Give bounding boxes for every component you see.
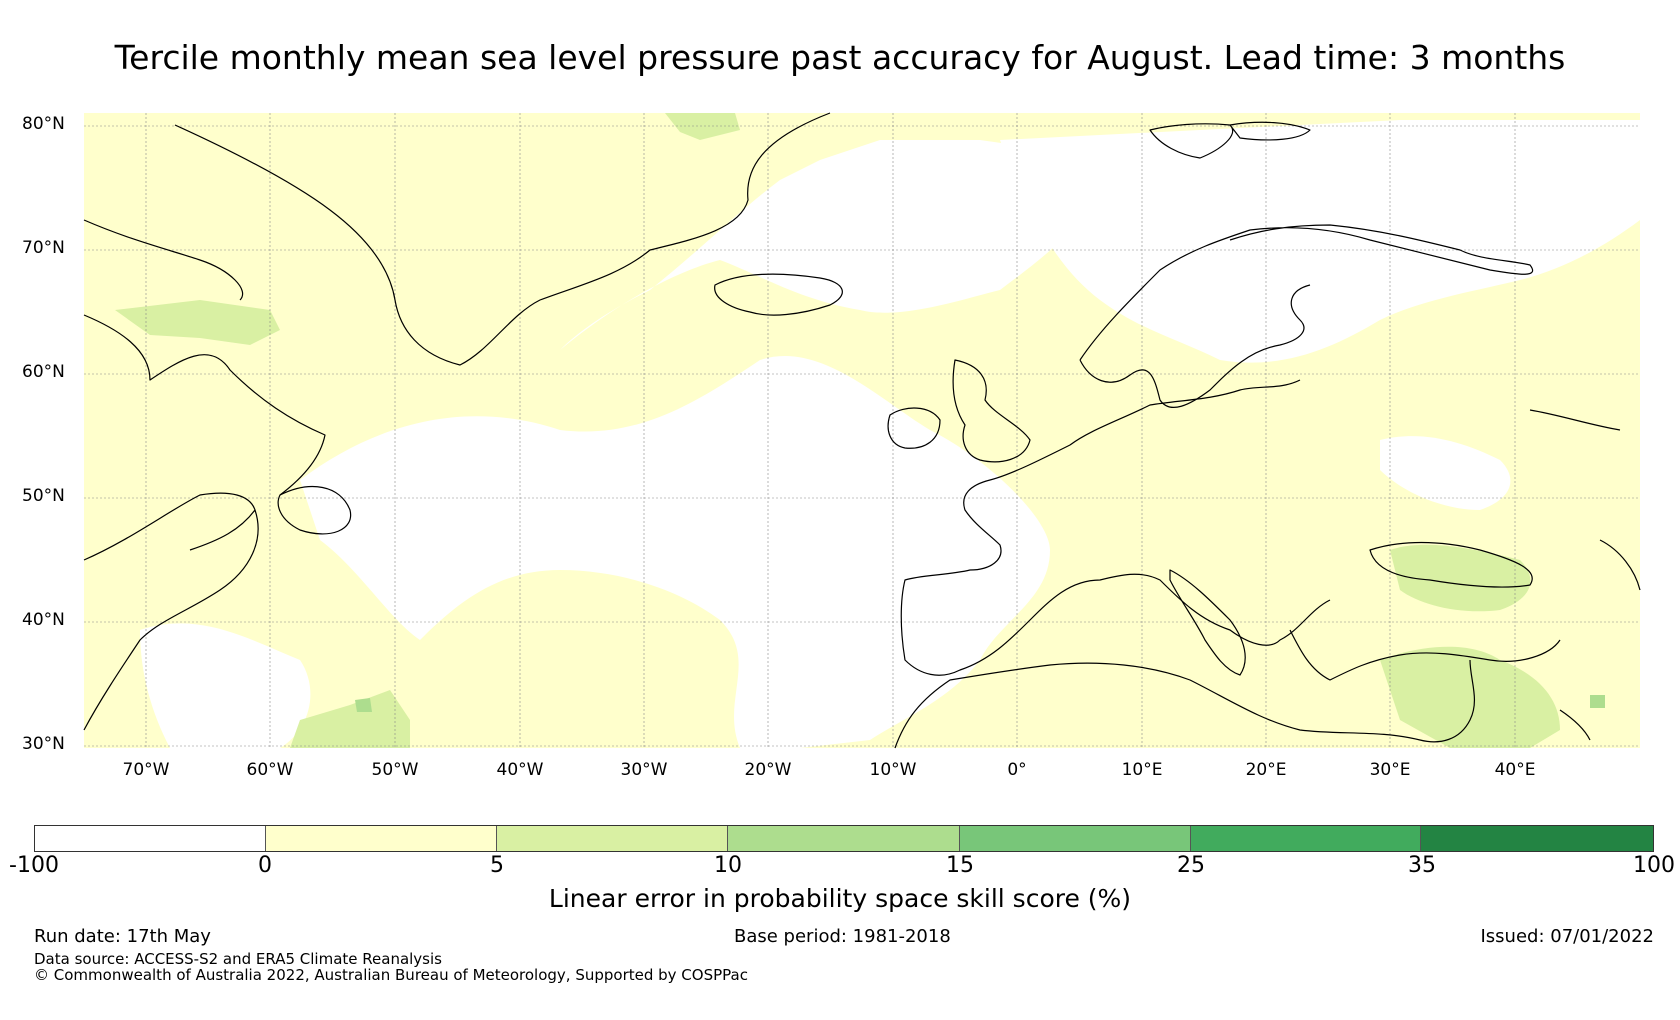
lat-label-70n: 70°N — [22, 238, 65, 258]
coast-scandinavia — [1079, 224, 1534, 409]
coast-svalbard — [1149, 121, 1311, 159]
coast-north-america — [83, 492, 259, 731]
chart-title: Tercile monthly mean sea level pressure … — [114, 38, 1566, 77]
lat-label-40n: 40°N — [22, 610, 65, 630]
coast-italy — [1169, 569, 1246, 676]
lat-label-50n: 50°N — [22, 486, 65, 506]
run-date: Run date: 17th May — [34, 926, 211, 947]
copyright: © Commonwealth of Australia 2022, Austra… — [34, 966, 748, 984]
colorbar-tick-0: 0 — [258, 853, 272, 878]
data-source: Data source: ACCESS-S2 and ERA5 Climate … — [34, 950, 442, 968]
base-period: Base period: 1981-2018 — [734, 926, 951, 947]
lon-label-60w: 60°W — [246, 760, 294, 780]
coast-iceland — [714, 273, 843, 316]
colorbar-segment-neg100-0 — [35, 826, 266, 851]
lon-label-10e: 10°E — [1121, 760, 1163, 780]
colorbar-tick-10: 10 — [714, 853, 742, 878]
coast-greenland — [174, 112, 831, 366]
coast-great-britain — [952, 359, 1031, 463]
colorbar-segment-5-10 — [497, 826, 729, 851]
coast-newfoundland — [277, 486, 352, 535]
skill-10-15-patches — [355, 695, 1605, 712]
no-skill-regions — [140, 120, 1640, 748]
lat-label-60n: 60°N — [22, 362, 65, 382]
coast-labrador — [83, 219, 326, 496]
lon-label-20w: 20°W — [744, 760, 792, 780]
colorbar-tick-100: 100 — [1633, 853, 1675, 878]
lon-label-50w: 50°W — [371, 760, 419, 780]
lon-label-10w: 10°W — [869, 760, 917, 780]
colorbar-segment-15-25 — [959, 826, 1191, 851]
lon-label-20e: 20°E — [1245, 760, 1287, 780]
colorbar-segment-35-100 — [1421, 826, 1654, 851]
skill-map — [83, 112, 1641, 749]
colorbar-tick-15: 15 — [946, 853, 974, 878]
coast-black-sea — [1369, 541, 1533, 588]
colorbar-tick-5: 5 — [490, 853, 504, 878]
lat-label-30n: 30°N — [22, 734, 65, 754]
coast-europe — [900, 379, 1331, 676]
colorbar — [34, 825, 1654, 852]
colorbar-segment-25-35 — [1190, 826, 1422, 851]
colorbar-segment-10-15 — [728, 826, 960, 851]
colorbar-label: Linear error in probability space skill … — [548, 884, 1132, 913]
lat-label-80n: 80°N — [22, 114, 65, 134]
coast-greece-turkey — [1289, 629, 1561, 681]
lon-label-70w: 70°W — [122, 760, 170, 780]
issued-date: Issued: 07/01/2022 — [1480, 926, 1654, 947]
colorbar-tick-35: 35 — [1408, 853, 1436, 878]
lon-label-30w: 30°W — [620, 760, 668, 780]
coast-east — [1529, 409, 1641, 741]
lon-label-30e: 30°E — [1369, 760, 1411, 780]
lon-label-40w: 40°W — [496, 760, 544, 780]
lon-label-40e: 40°E — [1494, 760, 1536, 780]
coast-ireland — [887, 407, 941, 449]
colorbar-tick-25: 25 — [1177, 853, 1205, 878]
graticule — [84, 113, 1640, 748]
lon-label-0: 0° — [1007, 760, 1027, 780]
coast-north-africa — [894, 659, 1476, 749]
colorbar-tick-neg100: -100 — [9, 853, 59, 878]
colorbar-segment-0-5 — [265, 826, 498, 851]
coastlines — [83, 112, 1641, 749]
